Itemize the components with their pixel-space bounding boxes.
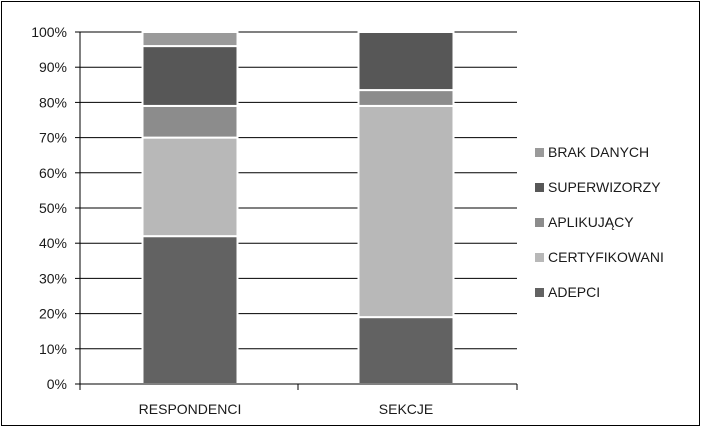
bar-segment-superwizorzy <box>357 31 455 92</box>
bars <box>141 31 455 385</box>
bar-segment-superwizorzy <box>141 45 239 107</box>
legend-swatch-adepci <box>535 288 544 297</box>
legend-label-superwizorzy: SUPERWIZORZY <box>548 179 661 195</box>
x-tick-label: RESPONDENCI <box>139 401 242 417</box>
legend-swatch-aplikujący <box>535 218 544 227</box>
y-tick-label: 100% <box>31 24 67 40</box>
y-tick-label: 60% <box>39 165 67 181</box>
legend-swatch-superwizorzy <box>535 183 544 192</box>
bar-segment-adepci <box>141 235 239 385</box>
y-tick-label: 80% <box>39 94 67 110</box>
bar-segment-aplikujący <box>357 89 455 107</box>
y-tick-label: 10% <box>39 341 67 357</box>
bar-segment-aplikujący <box>141 104 239 139</box>
legend-label-aplikujący: APLIKUJĄCY <box>548 214 634 230</box>
legend-label-certyfikowani: CERTYFIKOWANI <box>548 249 664 265</box>
y-tick-label: 20% <box>39 306 67 322</box>
x-tick-labels: RESPONDENCI SEKCJE <box>139 401 434 417</box>
bar-segment-brak-danych <box>141 31 239 48</box>
bar-segment-adepci <box>357 316 455 385</box>
y-tick-label: 70% <box>39 130 67 146</box>
legend: BRAK DANYCH SUPERWIZORZY APLIKUJĄCY CERTYFI… <box>535 144 664 300</box>
legend-label-adepci: ADEPCI <box>548 284 600 300</box>
y-tick-label: 0% <box>47 376 67 392</box>
y-tick-label: 50% <box>39 200 67 216</box>
legend-label-brak-danych: BRAK DANYCH <box>548 144 649 160</box>
x-tick-label: SEKCJE <box>379 401 433 417</box>
y-tick-labels: 0% 10% 20% 30% 40% 50% 60% 70% 80% 90% 100% <box>31 24 67 392</box>
y-tick-label: 40% <box>39 235 67 251</box>
axes <box>75 31 518 390</box>
legend-swatch-brak-danych <box>535 148 544 157</box>
y-tick-label: 30% <box>39 270 67 286</box>
bar-segment-certyfikowani <box>141 136 239 238</box>
legend-swatch-certyfikowani <box>535 253 544 262</box>
y-tick-label: 90% <box>39 59 67 75</box>
bar-segment-certyfikowani <box>357 104 455 319</box>
